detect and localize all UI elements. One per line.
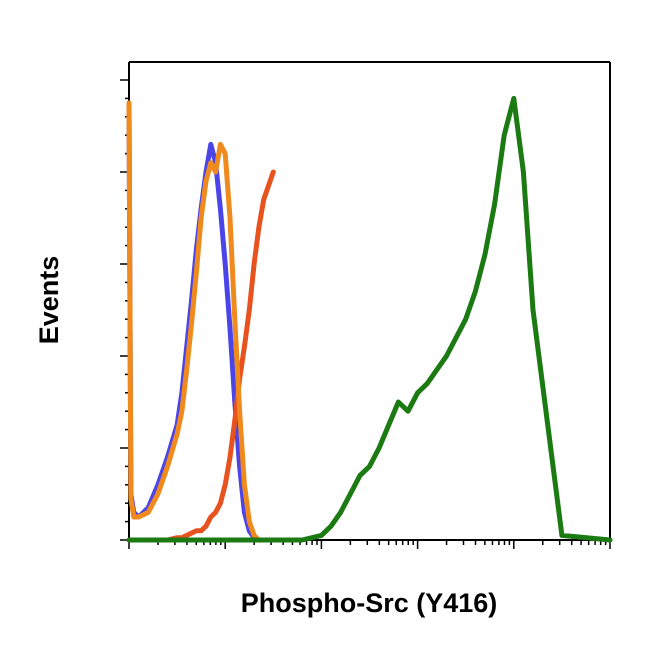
x-axis-label: Phospho-Src (Y416) [241, 588, 498, 618]
y-axis-label: Events [34, 256, 64, 345]
series-line-4 [126, 95, 613, 543]
series-line-1 [126, 100, 276, 543]
series-line-3 [126, 100, 276, 543]
series-layer [126, 95, 613, 543]
